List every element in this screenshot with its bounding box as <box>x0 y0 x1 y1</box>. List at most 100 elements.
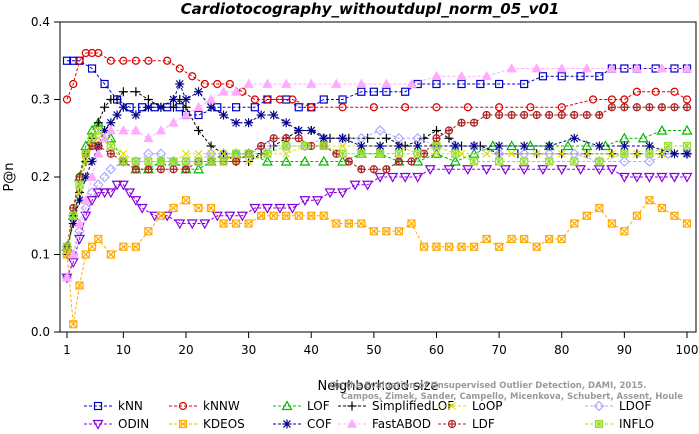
data-point-odin <box>199 219 211 230</box>
data-point-ldf <box>557 110 566 120</box>
data-point-loop <box>432 149 441 158</box>
legend-label-inflo: INFLO <box>619 417 654 431</box>
data-point-kdeos <box>507 234 516 244</box>
data-point-lof <box>280 155 292 166</box>
data-point-ldf <box>595 110 604 120</box>
data-point-cof <box>319 133 329 143</box>
x-tick-label: 90 <box>617 343 632 357</box>
data-point-knnw <box>620 95 629 104</box>
data-point-knnw <box>288 95 297 104</box>
data-point-knnw <box>307 103 316 112</box>
data-point-knnw <box>131 56 140 65</box>
data-point-knnw <box>432 103 441 112</box>
series-ldf <box>62 103 692 251</box>
data-point-cof <box>469 141 479 151</box>
data-point-kdeos <box>357 219 366 228</box>
data-point-odin <box>631 172 643 183</box>
data-point-knn <box>294 103 303 112</box>
data-point-knnw <box>62 95 72 104</box>
data-point-cof <box>168 95 178 104</box>
data-point-fastabod <box>431 70 442 81</box>
data-point-kdeos <box>444 242 454 251</box>
x-tick-label: 80 <box>554 343 569 357</box>
data-point-odin <box>124 188 136 199</box>
data-point-kdeos <box>307 211 316 220</box>
axes: 1 10 20 30 40 50 60 70 80 90 100 0.0 0.1 0.2 0.3 0.4 <box>31 15 699 357</box>
data-point-cof <box>682 149 692 159</box>
legend-marker-kdeos <box>178 419 188 429</box>
data-point-cof <box>569 133 579 143</box>
x-tick-label: 100 <box>676 343 699 357</box>
data-point-cof <box>519 141 529 151</box>
data-point-kdeos <box>194 203 203 213</box>
data-point-knnw <box>119 56 128 65</box>
data-point-fastabod <box>656 63 668 73</box>
data-point-fastabod <box>105 125 117 135</box>
data-point-kdeos <box>269 211 278 220</box>
data-point-cof <box>644 141 654 151</box>
data-point-inflo <box>319 141 328 151</box>
data-point-knn <box>520 79 529 89</box>
series-fastabod <box>61 63 693 282</box>
data-point-ldf <box>106 149 115 158</box>
data-point-kdeos <box>545 234 554 244</box>
data-point-kdeos <box>657 203 667 213</box>
data-point-simplifiedlof <box>93 118 103 128</box>
data-point-odin <box>387 172 399 183</box>
data-point-lof <box>105 132 117 143</box>
data-point-inflo <box>545 157 554 166</box>
y-tick-label: 0.1 <box>31 248 50 262</box>
data-point-odin <box>643 172 655 183</box>
data-point-kdeos <box>632 211 641 220</box>
data-point-knnw <box>607 95 616 104</box>
watermark-line-1: Campos, Zimek, Sander, Campello, Micenko… <box>341 392 683 402</box>
data-point-odin <box>299 196 311 206</box>
legend-item-ldof: LDOF <box>585 399 651 413</box>
data-point-inflo <box>495 157 504 166</box>
data-point-odin <box>337 188 349 199</box>
data-point-ldf <box>231 157 241 166</box>
data-point-odin <box>136 203 148 214</box>
data-point-knn <box>457 79 466 89</box>
series-kdeos <box>62 196 692 329</box>
y-axis-label: P@n <box>2 162 17 191</box>
data-point-kdeos <box>106 250 115 259</box>
data-point-fastabod <box>556 63 567 73</box>
data-point-ldf <box>181 165 191 174</box>
data-point-knn <box>62 56 72 65</box>
data-point-inflo <box>413 149 422 158</box>
data-point-knn <box>382 87 391 96</box>
data-point-knnw <box>526 103 535 112</box>
data-point-odin <box>537 165 549 175</box>
data-point-ldf <box>495 110 504 120</box>
data-point-knn <box>557 72 566 81</box>
data-point-fastabod <box>168 117 179 127</box>
data-point-inflo <box>87 134 97 143</box>
data-point-knnw <box>94 48 103 58</box>
data-point-inflo <box>682 141 692 151</box>
data-point-knnw <box>225 79 234 89</box>
data-point-kdeos <box>495 242 504 251</box>
data-point-fastabod <box>93 148 104 158</box>
data-point-ldf <box>432 134 441 143</box>
data-point-ldf <box>75 172 84 182</box>
data-point-inflo <box>357 149 366 158</box>
data-point-kdeos <box>75 281 84 290</box>
data-point-kdeos <box>332 219 341 228</box>
data-point-knnw <box>588 95 598 104</box>
data-point-odin <box>412 172 424 183</box>
legend-label-cof: COF <box>307 417 332 431</box>
data-point-kdeos <box>94 234 103 244</box>
data-point-knnw <box>651 87 660 96</box>
data-point-fastabod <box>262 78 273 88</box>
data-point-ldf <box>407 157 416 166</box>
data-point-kdeos <box>344 219 353 228</box>
data-point-kdeos <box>156 211 166 220</box>
data-point-odin <box>117 180 129 191</box>
data-point-knnw <box>250 95 259 104</box>
data-point-fastabod <box>180 109 192 119</box>
data-point-ldf <box>570 110 579 120</box>
data-point-loop <box>244 157 253 166</box>
data-point-inflo <box>194 157 203 166</box>
data-point-simplifiedlof <box>363 133 373 143</box>
